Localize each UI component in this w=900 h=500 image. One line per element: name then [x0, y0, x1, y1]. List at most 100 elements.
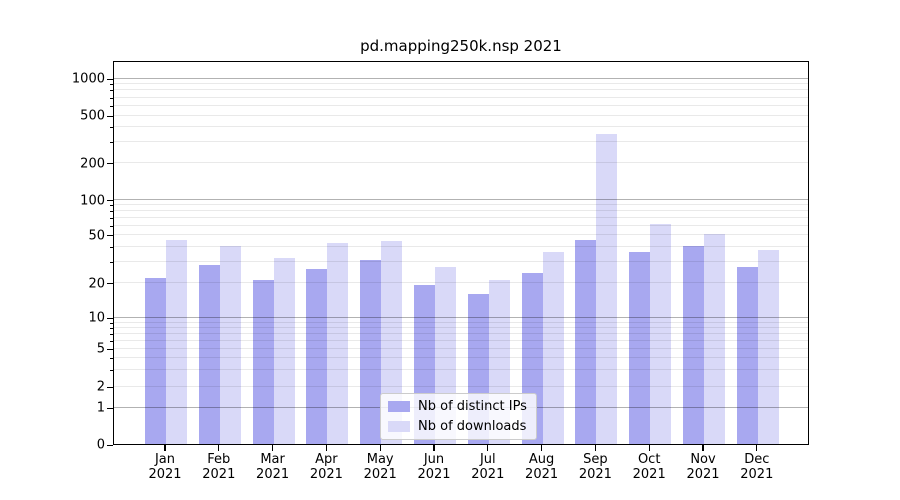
y-minor-tick-mark [110, 322, 113, 324]
x-tick-month: May [366, 452, 394, 467]
bar-distinct-ips-feb [198, 264, 220, 444]
y-minor-tick-mark [110, 225, 113, 227]
x-tick-label: May 2021 [348, 452, 412, 482]
gridline-minor [114, 114, 808, 116]
x-tick-month: Feb [207, 452, 231, 467]
y-minor-tick-mark [110, 84, 113, 86]
x-tick-year: 2021 [632, 467, 666, 482]
y-tick-mark [107, 444, 113, 446]
bar-downloads-mar [273, 258, 295, 444]
legend-swatch-distinct-ips-icon [388, 401, 410, 412]
x-tick-year: 2021 [363, 467, 397, 482]
gridline-minor [114, 89, 808, 91]
x-tick-label: Nov 2021 [671, 452, 735, 482]
bar-distinct-ips-apr [306, 268, 328, 444]
legend-entry-distinct-ips: Nb of distinct IPs [388, 399, 527, 414]
y-tick-mark [107, 200, 113, 202]
bar-downloads-apr [327, 242, 349, 444]
y-tick-label: 20 [88, 276, 105, 291]
x-tick-month: Oct [637, 452, 661, 467]
y-minor-tick-mark [110, 340, 113, 342]
x-tick-label: Sep 2021 [563, 452, 627, 482]
y-minor-tick-mark [110, 283, 113, 284]
y-tick-label: 200 [80, 156, 105, 171]
x-tick-mark [325, 445, 327, 451]
gridline-minor [114, 140, 808, 142]
x-tick-label: Aug 2021 [510, 452, 574, 482]
y-minor-tick-mark [110, 105, 113, 107]
x-tick-year: 2021 [471, 467, 505, 482]
y-tick-label: 5 [96, 341, 105, 357]
x-tick-month: Aug [528, 452, 555, 467]
bar-downloads-nov [704, 233, 725, 444]
y-minor-tick-mark [110, 205, 113, 207]
x-tick-month: Mar [260, 452, 285, 467]
x-tick-mark [487, 445, 489, 451]
y-minor-tick-mark [110, 127, 113, 129]
bar-downloads-jan [166, 240, 187, 444]
bar-distinct-ips-mar [252, 280, 274, 444]
bar-downloads-oct [650, 223, 672, 444]
bar-distinct-ips-dec [736, 266, 758, 444]
x-tick-label: Jun 2021 [402, 452, 466, 482]
x-tick-month: Jan [154, 452, 176, 467]
legend-label-downloads: Nb of downloads [418, 419, 527, 434]
bar-downloads-sep [596, 133, 618, 444]
y-minor-tick-mark [110, 218, 113, 220]
y-tick-label: 1 [96, 400, 105, 416]
y-tick-label: 50 [88, 228, 105, 244]
legend-label-distinct-ips: Nb of distinct IPs [418, 399, 527, 414]
y-tick-mark [107, 317, 113, 319]
y-minor-tick-mark [110, 386, 113, 388]
x-tick-label: Apr 2021 [294, 452, 358, 482]
x-tick-mark [379, 445, 381, 451]
x-tick-label: Oct 2021 [617, 452, 681, 482]
bar-distinct-ips-sep [575, 240, 597, 444]
x-tick-mark [541, 445, 543, 451]
y-minor-tick-mark [110, 211, 113, 213]
gridline-minor [114, 83, 808, 85]
gridline-minor [114, 210, 808, 212]
x-tick-year: 2021 [417, 467, 451, 482]
bar-downloads-aug [542, 251, 564, 444]
x-tick-year: 2021 [202, 467, 236, 482]
y-tick-label: 1000 [71, 71, 105, 87]
x-tick-label: Jul 2021 [456, 452, 520, 482]
x-tick-year: 2021 [148, 467, 182, 482]
x-tick-year: 2021 [578, 467, 612, 482]
x-tick-month: Sep [583, 452, 608, 467]
x-tick-mark [648, 445, 650, 451]
y-tick-label: 100 [80, 193, 105, 208]
bar-downloads-dec [757, 250, 779, 444]
gridline-minor [114, 126, 808, 128]
gridline-minor [114, 162, 808, 163]
x-tick-month: Dec [744, 452, 770, 467]
y-minor-tick-mark [110, 141, 113, 143]
x-tick-year: 2021 [256, 467, 290, 482]
gridline-minor [114, 204, 808, 206]
x-tick-mark [756, 445, 758, 451]
y-minor-tick-mark [110, 348, 113, 350]
x-tick-label: Mar 2021 [241, 452, 305, 482]
gridline-major [114, 199, 808, 200]
x-tick-month: Apr [315, 452, 338, 467]
chart-title: pd.mapping250k.nsp 2021 [360, 37, 562, 55]
y-minor-tick-mark [110, 333, 113, 335]
bar-distinct-ips-may [360, 259, 382, 444]
gridline-major [114, 77, 808, 79]
gridline-minor [114, 96, 808, 98]
legend: Nb of distinct IPs Nb of downloads [380, 393, 537, 440]
x-tick-mark [433, 445, 435, 451]
y-minor-tick-mark [110, 261, 113, 263]
y-tick-label: 0 [96, 437, 105, 453]
y-minor-tick-mark [110, 327, 113, 329]
x-tick-month: Jul [479, 452, 496, 467]
x-tick-label: Jan 2021 [133, 452, 197, 482]
bar-distinct-ips-jan [145, 277, 166, 444]
legend-entry-downloads: Nb of downloads [388, 419, 527, 434]
plot-area: Nb of distinct IPs Nb of downloads [113, 61, 809, 445]
y-tick-label: 2 [96, 379, 105, 395]
gridline-minor [114, 104, 808, 106]
gridline-minor [114, 224, 808, 226]
y-minor-tick-mark [110, 163, 113, 164]
